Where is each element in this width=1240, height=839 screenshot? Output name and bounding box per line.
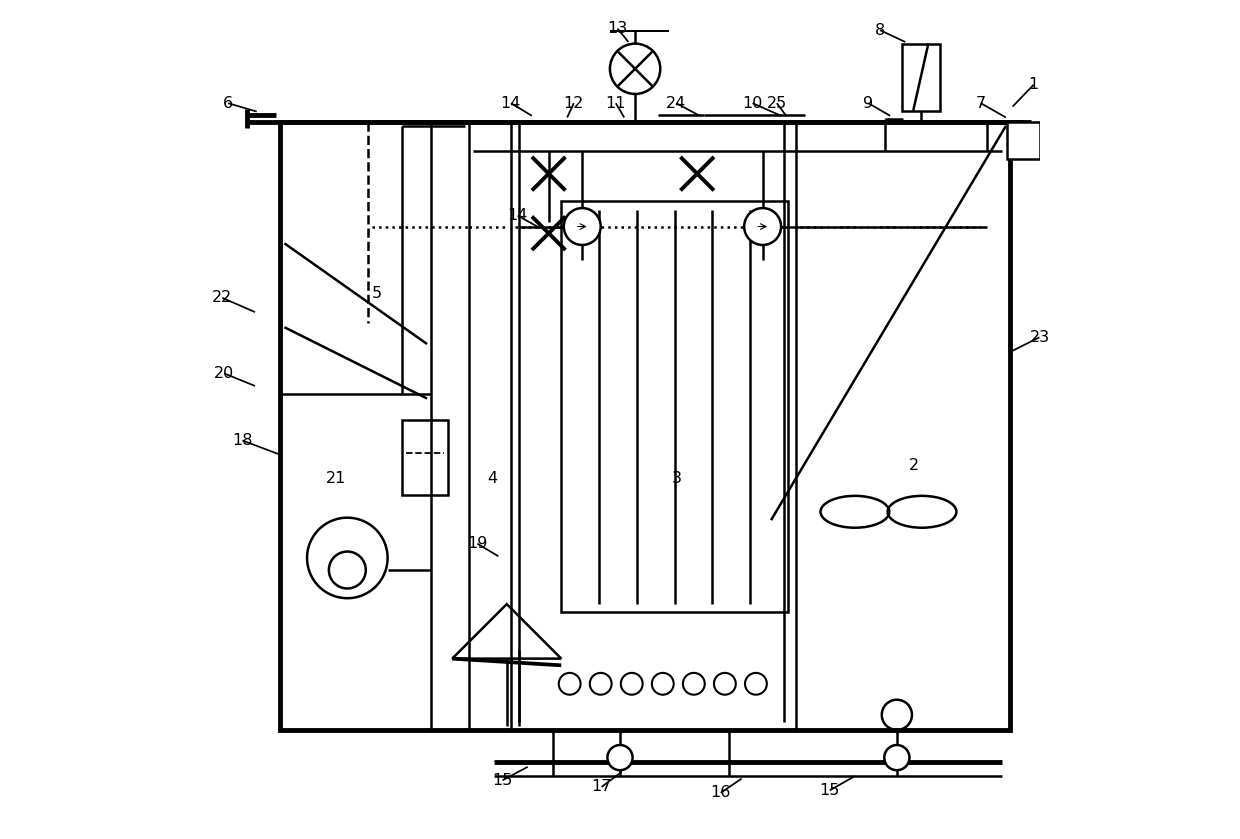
Circle shape (308, 518, 388, 598)
Text: 2: 2 (909, 458, 919, 473)
Text: 15: 15 (820, 783, 839, 798)
Text: 11: 11 (605, 96, 626, 111)
Text: 25: 25 (766, 96, 787, 111)
Text: 24: 24 (666, 96, 686, 111)
Text: 6: 6 (223, 96, 233, 111)
Bar (280, 122, 1011, 730)
Text: 20: 20 (213, 366, 234, 381)
Bar (1007, 122, 1040, 159)
Text: 21: 21 (326, 471, 347, 486)
Circle shape (744, 208, 781, 245)
Text: 7: 7 (976, 96, 986, 111)
Circle shape (564, 208, 600, 245)
Text: 3: 3 (672, 471, 682, 486)
Text: 17: 17 (591, 779, 611, 795)
Text: 4: 4 (487, 471, 497, 486)
Text: 5: 5 (372, 286, 382, 301)
Text: 15: 15 (492, 773, 512, 788)
Text: 12: 12 (564, 96, 584, 111)
Text: 13: 13 (608, 21, 627, 36)
Bar (562, 201, 787, 612)
Circle shape (329, 551, 366, 588)
Text: 10: 10 (743, 96, 763, 111)
Text: 16: 16 (711, 785, 730, 800)
Bar (402, 420, 448, 495)
Circle shape (608, 745, 632, 770)
Text: 1: 1 (1028, 77, 1039, 92)
Circle shape (610, 44, 660, 94)
Text: 22: 22 (212, 290, 232, 305)
Text: 23: 23 (1029, 330, 1049, 345)
Bar (901, 44, 940, 111)
Text: 18: 18 (232, 433, 253, 448)
Text: 19: 19 (467, 536, 487, 551)
Text: 9: 9 (863, 96, 873, 111)
Text: 14: 14 (501, 96, 521, 111)
Text: 8: 8 (875, 23, 885, 38)
Text: 14: 14 (507, 208, 528, 223)
Circle shape (884, 745, 909, 770)
